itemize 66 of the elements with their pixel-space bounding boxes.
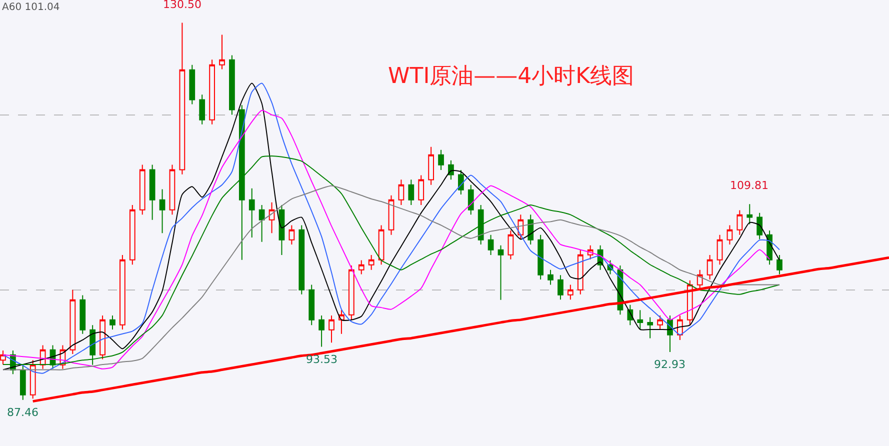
candlestick: [179, 22, 186, 175]
annotation: 92.93: [654, 358, 686, 371]
candlestick: [528, 214, 534, 245]
candlestick: [716, 234, 723, 266]
candlestick: [129, 204, 136, 266]
annotation: 109.81: [730, 179, 768, 192]
candlestick: [378, 224, 384, 266]
candlestick: [438, 149, 444, 170]
annotation: 93.53: [306, 353, 338, 366]
candlestick: [577, 249, 584, 295]
candlestick: [637, 310, 644, 330]
annotation: 130.50: [163, 0, 202, 11]
candlestick: [219, 34, 225, 70]
candlestick: [776, 254, 782, 275]
candlestick: [70, 289, 76, 354]
candlestick: [80, 294, 86, 334]
candlestick: [726, 224, 733, 245]
candlestick: [298, 224, 305, 295]
candlestick: [169, 164, 176, 216]
candlestick: [328, 314, 334, 344]
candlestick: [229, 54, 235, 116]
candlestick: [408, 179, 414, 206]
candlestick: [508, 230, 514, 260]
candlestick: [268, 202, 275, 234]
candlestick: [248, 188, 255, 238]
candlestick: [756, 212, 763, 240]
candlestick: [428, 146, 434, 186]
candlestick: [258, 204, 265, 242]
candlestick: [318, 314, 324, 348]
candlestick: [696, 269, 703, 291]
candlestick: [388, 194, 394, 236]
candlestick: [398, 179, 404, 206]
candlestick: [448, 160, 454, 180]
candlestick: [159, 188, 166, 234]
candlestick: [368, 254, 374, 270]
candlestick: [458, 169, 464, 196]
candlestick: [478, 204, 484, 245]
candlestick: [746, 204, 753, 225]
candlestick: [199, 94, 206, 125]
candlestick: [418, 174, 424, 206]
candlestick: [538, 234, 544, 280]
candlestick: [647, 316, 654, 339]
candlestick: [209, 59, 215, 125]
candlestick: [278, 204, 285, 256]
candlestick: [189, 64, 196, 105]
candlestick: [736, 210, 743, 236]
candlestick: [468, 184, 474, 216]
candlestick: [110, 314, 116, 330]
candlestick: [567, 284, 574, 300]
candlestick: [488, 234, 494, 256]
candlestick: [706, 254, 713, 280]
text: WTI原油——4小时K线图: [388, 64, 634, 89]
candlestick: [358, 260, 364, 275]
annotation: A60 101.04: [2, 2, 60, 13]
candlestick: [657, 314, 663, 330]
candlestick: [548, 269, 554, 286]
candlestick: [288, 224, 295, 245]
candlestick: [348, 265, 354, 320]
candlestick: [308, 284, 315, 326]
candlestick: [120, 254, 126, 330]
candlestick: [558, 274, 564, 300]
candlestick: [149, 164, 156, 220]
candlestick: [100, 314, 106, 360]
candlestick: [139, 164, 146, 216]
annotation: 87.46: [7, 406, 38, 419]
candlestick: [498, 244, 504, 300]
